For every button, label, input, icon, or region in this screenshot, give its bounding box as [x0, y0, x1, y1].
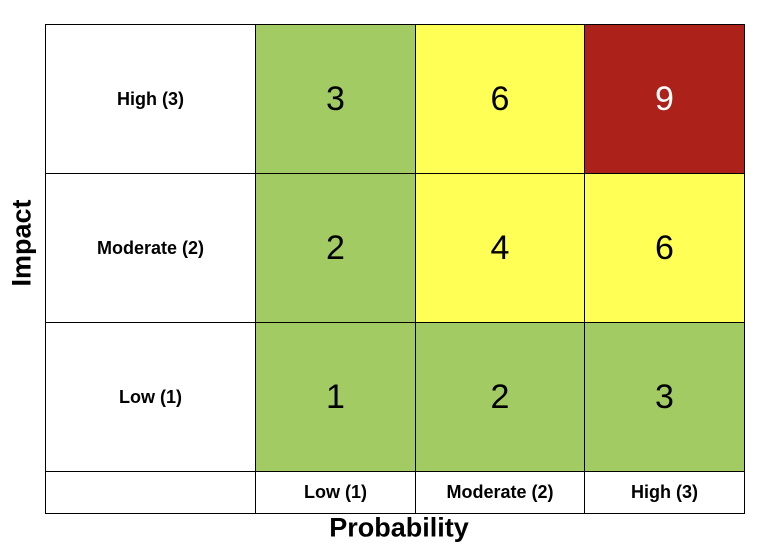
matrix-row-moderate: Moderate (2) 2 4 6	[45, 173, 745, 323]
risk-matrix: High (3) 3 6 9 Moderate (2) 2 4 6 Low (1…	[45, 24, 745, 514]
column-label-moderate: Moderate (2)	[415, 471, 585, 514]
row-label-moderate: Moderate (2)	[45, 173, 256, 323]
risk-cell: 2	[255, 173, 416, 323]
risk-cell: 2	[415, 322, 585, 472]
row-label-high: High (3)	[45, 24, 256, 174]
column-label-low: Low (1)	[255, 471, 416, 514]
risk-cell: 9	[584, 24, 745, 174]
risk-cell: 3	[255, 24, 416, 174]
column-label-high: High (3)	[584, 471, 745, 514]
risk-cell: 1	[255, 322, 416, 472]
risk-cell: 4	[415, 173, 585, 323]
risk-cell: 3	[584, 322, 745, 472]
empty-corner-cell	[45, 471, 256, 514]
risk-cell: 6	[584, 173, 745, 323]
x-axis-label: Probability	[329, 512, 469, 543]
risk-cell: 6	[415, 24, 585, 174]
column-label-row: Low (1) Moderate (2) High (3)	[45, 471, 745, 514]
matrix-row-low: Low (1) 1 2 3	[45, 322, 745, 472]
row-label-low: Low (1)	[45, 322, 256, 472]
matrix-row-high: High (3) 3 6 9	[45, 24, 745, 174]
y-axis-label: Impact	[6, 199, 37, 287]
